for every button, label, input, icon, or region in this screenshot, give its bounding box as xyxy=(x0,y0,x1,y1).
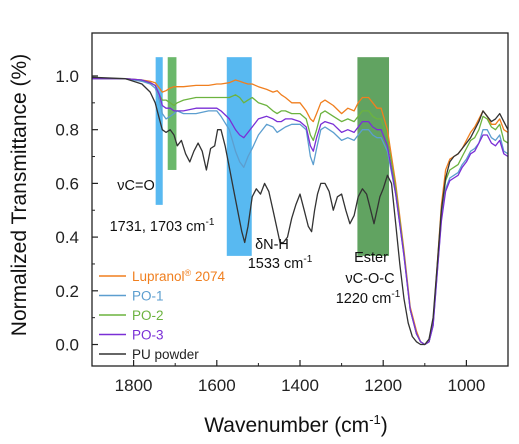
series-line-3 xyxy=(92,78,509,346)
annotation-nh-line2: 1533 cm xyxy=(248,256,304,272)
annotation-ester-line1: Ester xyxy=(354,250,388,266)
x-axis-title: Wavenumber (cm-1) xyxy=(204,412,388,437)
annotation-co-stretch: νC=O 1731, 1703 cm-1 xyxy=(110,178,215,235)
peak-annotations: νC=O 1731, 1703 cm-1 δN-H 1533 cm-1 Este… xyxy=(110,178,401,307)
legend-label-0: Lupranol® 2074 xyxy=(132,268,225,284)
annotation-ester: Ester νC-O-C 1220 cm-1 xyxy=(336,250,401,307)
annotation-nh-line1: δN-H xyxy=(255,237,289,253)
y-tick-label-5: 1.0 xyxy=(55,67,79,86)
annotation-nh-bend: δN-H 1533 cm-1 xyxy=(248,237,313,272)
y-tick-label-1: 0.2 xyxy=(55,282,79,301)
y-axis-title: Normalized Transmittance (%) xyxy=(8,54,31,336)
band-1 xyxy=(167,57,177,170)
series-line-1 xyxy=(92,78,509,346)
band-0 xyxy=(155,57,163,205)
series-line-4 xyxy=(91,76,509,346)
y-tick-label-0: 0.0 xyxy=(55,336,79,355)
axis-ticks: 1800 1600 1400 1200 1000 0.0 0.2 0.4 0.6 0.8 1.0 xyxy=(55,67,509,395)
legend-label-2: PO-2 xyxy=(132,308,164,323)
legend: Lupranol® 2074 PO-1 PO-2 PO-3 PU powder xyxy=(99,268,225,362)
legend-label-1: PO-1 xyxy=(132,289,164,304)
series-line-0 xyxy=(92,78,509,346)
annotation-co-line1: νC=O xyxy=(117,178,154,194)
y-tick-label-4: 0.8 xyxy=(55,121,79,140)
x-tick-label-0: 1800 xyxy=(115,376,153,395)
annotation-ester-line2: νC-O-C xyxy=(345,271,394,287)
band-3 xyxy=(357,57,390,256)
y-tick-label-3: 0.6 xyxy=(55,174,79,193)
y-tick-label-2: 0.4 xyxy=(55,228,79,247)
spectra-series xyxy=(91,76,509,346)
annotation-co-line2: 1731, 1703 cm xyxy=(110,219,206,235)
x-tick-label-1: 1600 xyxy=(198,376,236,395)
legend-label-3: PO-3 xyxy=(132,328,164,343)
x-tick-label-4: 1000 xyxy=(447,376,485,395)
annotation-ester-line3: 1220 cm xyxy=(336,291,392,307)
series-line-2 xyxy=(92,78,509,346)
legend-label-4: PU powder xyxy=(132,347,199,362)
x-tick-label-3: 1200 xyxy=(364,376,402,395)
x-tick-label-2: 1400 xyxy=(281,376,319,395)
